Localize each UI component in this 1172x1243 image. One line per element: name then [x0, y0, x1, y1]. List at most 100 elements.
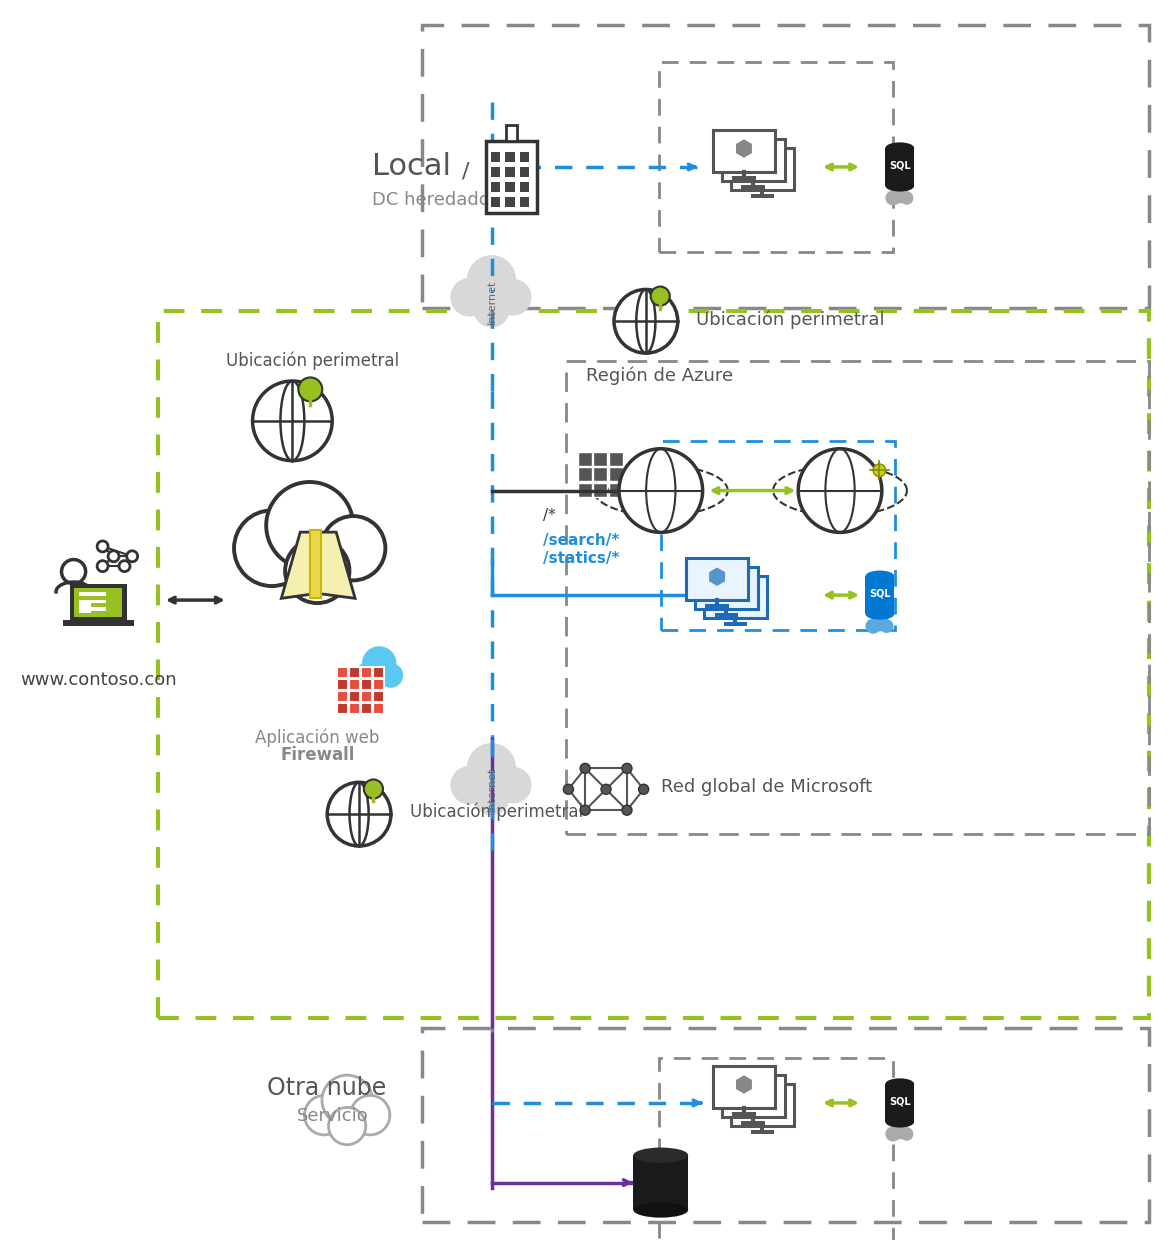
- Bar: [79, 599, 107, 603]
- Bar: [79, 602, 91, 613]
- Text: Servicio: Servicio: [298, 1106, 369, 1125]
- Bar: [608, 452, 622, 466]
- Circle shape: [798, 449, 881, 532]
- Text: Ubicación perimetral: Ubicación perimetral: [696, 310, 885, 328]
- Circle shape: [108, 551, 120, 562]
- Bar: [519, 181, 529, 193]
- Bar: [74, 588, 122, 617]
- Text: Firewall: Firewall: [280, 747, 354, 764]
- Ellipse shape: [633, 1202, 688, 1218]
- Circle shape: [622, 805, 632, 815]
- Circle shape: [350, 1095, 390, 1135]
- Circle shape: [355, 663, 382, 689]
- Bar: [505, 181, 515, 193]
- Text: Otra nube: Otra nube: [267, 1076, 387, 1100]
- Bar: [608, 467, 622, 481]
- Polygon shape: [718, 577, 734, 595]
- Circle shape: [321, 516, 386, 580]
- Circle shape: [865, 619, 880, 634]
- Polygon shape: [736, 139, 752, 158]
- Bar: [885, 1084, 914, 1122]
- Circle shape: [873, 464, 886, 476]
- Circle shape: [451, 278, 489, 316]
- Circle shape: [900, 1127, 913, 1141]
- Circle shape: [468, 743, 516, 792]
- Bar: [633, 1155, 688, 1209]
- Bar: [706, 604, 729, 608]
- Circle shape: [285, 538, 349, 603]
- Bar: [742, 1121, 765, 1125]
- Bar: [659, 1058, 893, 1243]
- Polygon shape: [319, 532, 355, 598]
- Circle shape: [252, 382, 332, 461]
- Bar: [593, 452, 607, 466]
- Circle shape: [468, 256, 516, 303]
- Polygon shape: [728, 585, 743, 604]
- Bar: [373, 666, 384, 677]
- Circle shape: [266, 482, 353, 569]
- Bar: [373, 679, 384, 690]
- Bar: [713, 1065, 776, 1108]
- Bar: [491, 198, 500, 208]
- Bar: [373, 691, 384, 701]
- Text: /statics/*: /statics/*: [544, 551, 620, 566]
- Circle shape: [305, 1095, 343, 1135]
- Bar: [158, 311, 1149, 1018]
- Bar: [519, 167, 529, 177]
- Circle shape: [622, 763, 632, 773]
- Circle shape: [473, 292, 509, 327]
- Bar: [349, 702, 360, 713]
- Text: SQL: SQL: [888, 1096, 911, 1106]
- Ellipse shape: [885, 1116, 914, 1127]
- Polygon shape: [709, 568, 725, 585]
- Bar: [491, 167, 500, 177]
- Circle shape: [880, 619, 893, 633]
- Bar: [79, 608, 107, 612]
- Bar: [361, 702, 372, 713]
- Bar: [722, 1075, 784, 1116]
- Bar: [505, 167, 515, 177]
- Circle shape: [322, 1075, 373, 1125]
- Bar: [422, 1028, 1149, 1222]
- Circle shape: [871, 613, 888, 631]
- Circle shape: [885, 1126, 900, 1141]
- Text: Región de Azure: Región de Azure: [586, 367, 734, 385]
- Circle shape: [891, 1121, 908, 1140]
- Text: www.contoso.con: www.contoso.con: [20, 671, 177, 689]
- Circle shape: [580, 805, 591, 815]
- Polygon shape: [745, 1085, 761, 1103]
- Ellipse shape: [865, 571, 894, 582]
- Text: /: /: [462, 162, 470, 181]
- Bar: [349, 691, 360, 701]
- Bar: [485, 140, 537, 213]
- Polygon shape: [755, 1094, 770, 1112]
- Circle shape: [614, 290, 677, 353]
- Circle shape: [120, 561, 130, 572]
- Bar: [578, 482, 592, 496]
- Circle shape: [473, 779, 509, 814]
- Circle shape: [451, 767, 489, 804]
- Bar: [593, 467, 607, 481]
- Bar: [578, 452, 592, 466]
- Bar: [519, 152, 529, 162]
- Circle shape: [299, 378, 322, 401]
- Text: Internet: Internet: [486, 767, 497, 812]
- Bar: [506, 124, 517, 140]
- Bar: [722, 139, 784, 180]
- Circle shape: [379, 663, 403, 687]
- Bar: [724, 623, 748, 626]
- Text: /search/*: /search/*: [544, 533, 620, 548]
- Bar: [593, 482, 607, 496]
- Bar: [732, 1111, 756, 1116]
- Bar: [566, 362, 1149, 834]
- Circle shape: [328, 1108, 366, 1145]
- Bar: [361, 679, 372, 690]
- Circle shape: [891, 185, 908, 204]
- Bar: [338, 679, 348, 690]
- Circle shape: [580, 763, 591, 773]
- Circle shape: [61, 559, 86, 584]
- Polygon shape: [745, 149, 761, 167]
- Bar: [704, 577, 766, 618]
- Circle shape: [564, 784, 573, 794]
- Bar: [338, 691, 348, 701]
